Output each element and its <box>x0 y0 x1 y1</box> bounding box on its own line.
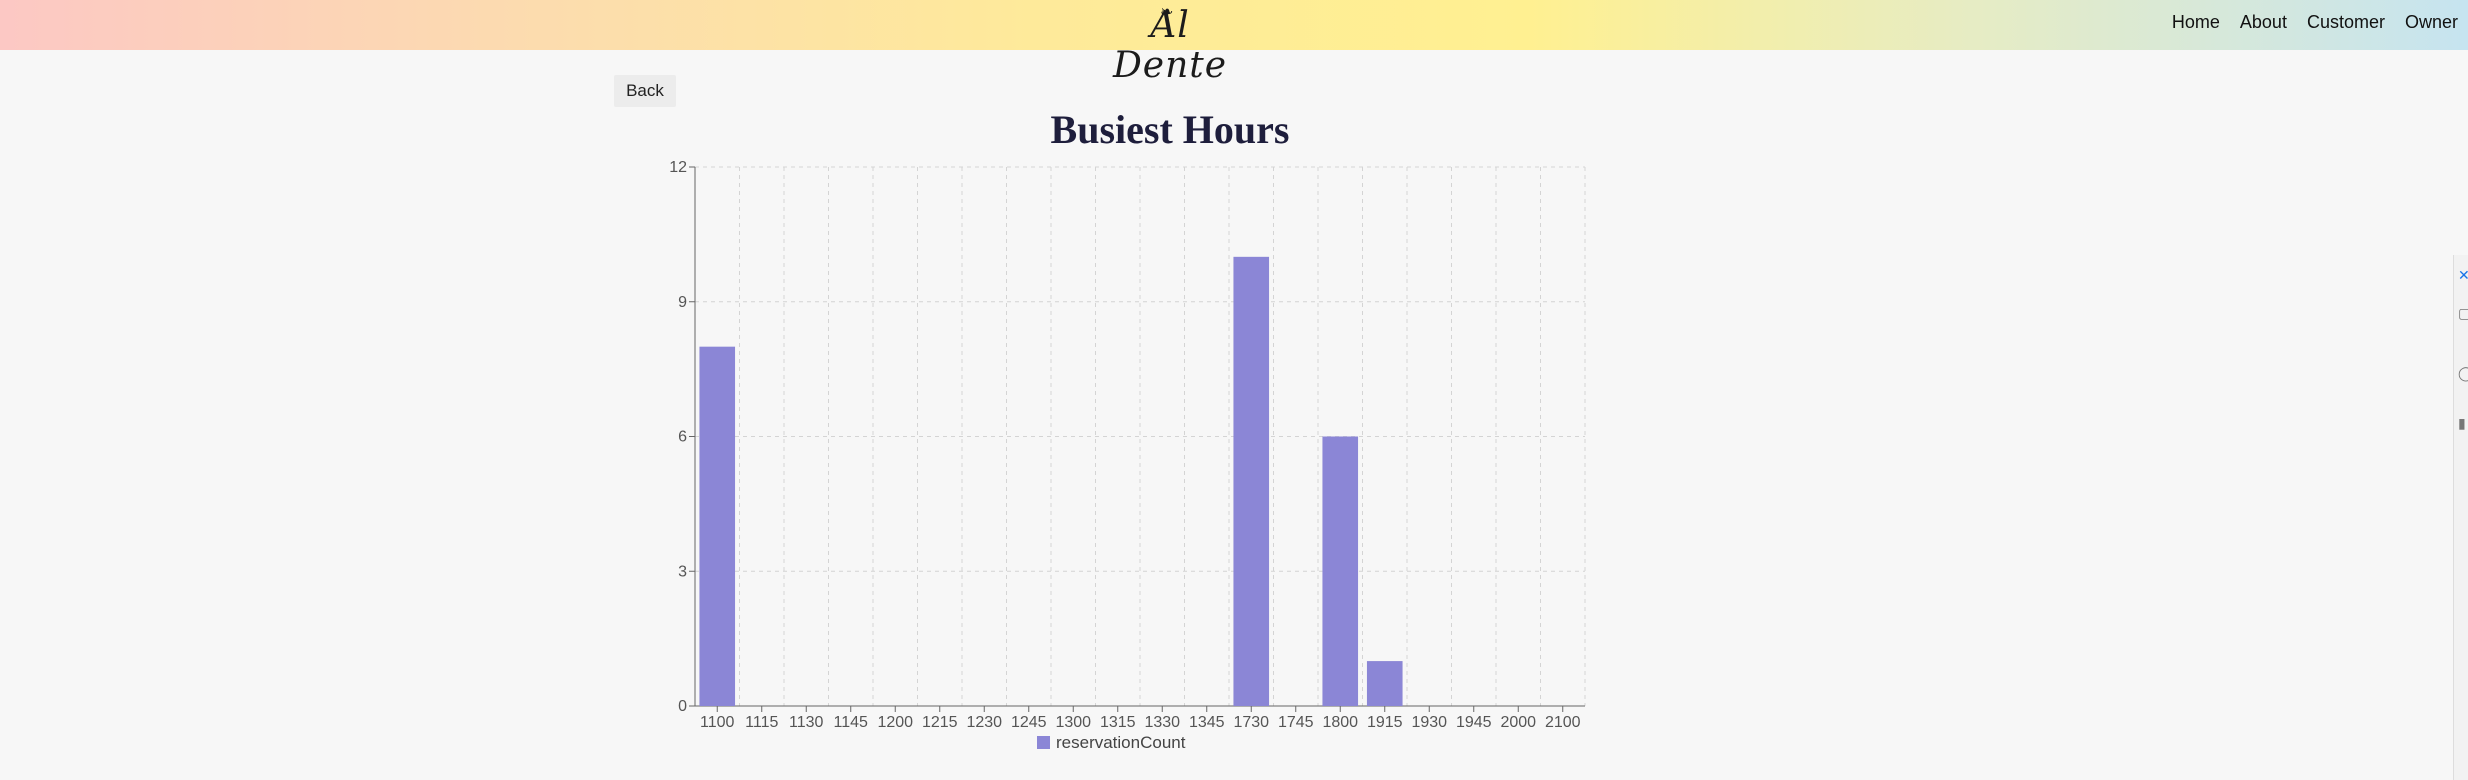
x-tick-label-4: 1200 <box>877 714 913 731</box>
x-tick-label-17: 1945 <box>1456 714 1492 731</box>
logo-flourish-icon: ❧ <box>1160 2 1175 21</box>
bar-chart: 0 3 6 9 12 1100 1115 1130 1145 1200 1215 1230 1245 13… <box>669 159 1586 752</box>
y-tick-label-3: 9 <box>678 294 687 311</box>
x-tick-label-3: 1145 <box>834 714 869 731</box>
x-tick-label-11: 1345 <box>1189 714 1225 731</box>
bar-1730 <box>1233 256 1270 706</box>
nav-link-owner[interactable]: Owner <box>2404 12 2458 32</box>
x-tick-label-1: 1115 <box>745 714 778 731</box>
legend-label: reservationCount <box>1056 733 1186 752</box>
x-tick-label-15: 1915 <box>1367 714 1403 731</box>
x-tick-label-8: 1300 <box>1055 714 1091 731</box>
x-tick-label-2: 1130 <box>789 714 824 731</box>
x-tick-label-9: 1315 <box>1100 714 1136 731</box>
top-navbar: ❧ Al Dente Home About Customer Owner <box>0 0 2468 86</box>
side-toolbar-strip: ✕ ▢ ◯ ▮ <box>2453 255 2468 780</box>
brand-logo-text: Al Dente <box>1112 5 1228 86</box>
bar-1915 <box>1366 661 1403 706</box>
nav-links: Home About Customer Owner <box>2172 12 2458 33</box>
nav-link-home[interactable]: Home <box>2171 12 2220 32</box>
x-tick-label-19: 2100 <box>1545 714 1581 731</box>
x-tick-label-12: 1730 <box>1233 714 1269 731</box>
x-tick-label-16: 1930 <box>1411 714 1447 731</box>
y-tick-label-0: 0 <box>678 698 687 715</box>
back-button[interactable]: Back <box>614 75 676 107</box>
x-tick-label-6: 1230 <box>966 714 1002 731</box>
x-tick-label-5: 1215 <box>922 714 958 731</box>
x-tick-label-10: 1330 <box>1144 714 1180 731</box>
brand-logo[interactable]: ❧ Al Dente <box>1090 2 1250 86</box>
bar-1800 <box>1322 436 1359 706</box>
square-icon[interactable]: ▢ <box>2458 305 2468 321</box>
bar-1100 <box>699 346 736 706</box>
chart-title: Busiest Hours <box>1050 107 1290 152</box>
x-tick-label-13: 1745 <box>1278 714 1314 731</box>
x-tick-label-0: 1100 <box>700 714 735 731</box>
y-tick-label-2: 6 <box>678 429 687 446</box>
nav-link-about[interactable]: About <box>2239 12 2287 32</box>
legend-swatch <box>1037 736 1050 749</box>
y-tick-label-4: 12 <box>669 159 687 176</box>
x-tick-label-18: 2000 <box>1500 714 1536 731</box>
panel-icon[interactable]: ▮ <box>2458 415 2466 431</box>
x-tick-label-7: 1245 <box>1011 714 1047 731</box>
close-icon[interactable]: ✕ <box>2458 267 2468 283</box>
nav-link-customer[interactable]: Customer <box>2306 12 2385 32</box>
circle-icon[interactable]: ◯ <box>2458 365 2468 381</box>
y-tick-label-1: 3 <box>678 563 687 580</box>
x-tick-label-14: 1800 <box>1322 714 1358 731</box>
